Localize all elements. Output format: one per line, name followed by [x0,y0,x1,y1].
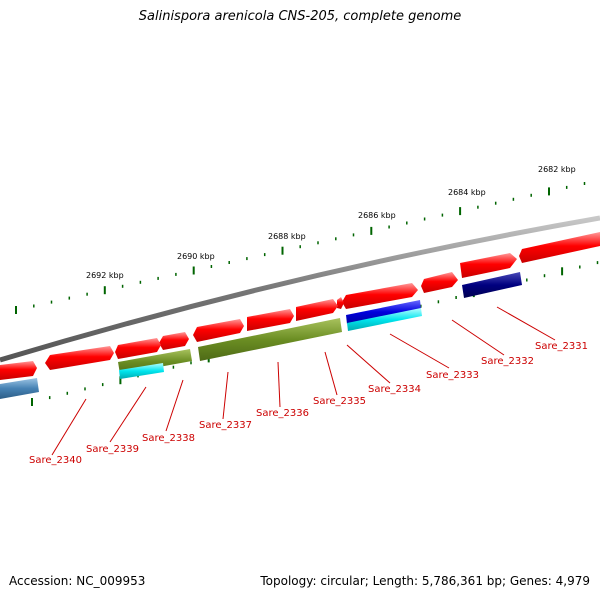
cds-arrow[interactable] [45,346,114,370]
scale-label-2688: 2688 kbp [268,232,306,241]
cds-arrow[interactable] [159,332,189,350]
leader-line [109,386,147,443]
gene-label-sare-2336[interactable]: Sare_2336 [256,408,309,419]
gene-label-sare-2338[interactable]: Sare_2338 [142,433,195,444]
scale-label-2686: 2686 kbp [358,211,396,220]
gene-label-sare-2334[interactable]: Sare_2334 [368,384,421,395]
leader-line [451,319,505,356]
leader-line [389,333,450,369]
gene-labels: Sare_2331 Sare_2332 Sare_2333 Sare_2334 … [29,341,588,466]
scale-labels: 2682 kbp 2684 kbp 2686 kbp 2688 kbp 2690… [86,165,576,280]
feature-cyan[interactable] [347,308,422,331]
scale-label-2690: 2690 kbp [177,252,215,261]
scale-label-2684: 2684 kbp [448,188,486,197]
cds-arrow[interactable] [296,299,338,321]
accession-text: Accession: NC_009953 [9,574,146,588]
reverse-feature-track [0,272,522,399]
gene-label-sare-2335[interactable]: Sare_2335 [313,396,366,407]
gene-label-sare-2332[interactable]: Sare_2332 [481,356,534,367]
leader-line [222,371,229,420]
feature-olive[interactable] [198,318,342,361]
cds-arrow[interactable] [460,253,517,278]
forward-cds-track [0,232,600,380]
gene-label-sare-2339[interactable]: Sare_2339 [86,444,139,455]
cds-arrow[interactable] [0,361,37,380]
scale-label-2692: 2692 kbp [86,271,124,280]
gene-label-sare-2337[interactable]: Sare_2337 [199,420,252,431]
cds-arrow[interactable] [337,297,344,309]
gene-label-sare-2333[interactable]: Sare_2333 [426,370,479,381]
cds-arrow[interactable] [115,338,161,359]
cds-arrow[interactable] [519,232,600,263]
feature-cyan[interactable] [119,363,164,379]
leader-line [324,351,338,396]
leader-line [165,379,184,432]
label-leader-lines [51,306,556,456]
feature-blue[interactable] [346,300,421,324]
cds-arrow[interactable] [342,283,418,309]
cds-arrow[interactable] [247,309,294,331]
feature-navy[interactable] [462,272,522,298]
gene-label-sare-2340[interactable]: Sare_2340 [29,455,82,466]
gene-label-sare-2331[interactable]: Sare_2331 [535,341,588,352]
leader-line [346,344,391,384]
cds-arrow[interactable] [421,272,458,293]
feature-steel[interactable] [0,378,39,399]
genome-backbone [0,215,600,363]
cds-arrow[interactable] [193,319,244,342]
scale-label-2682: 2682 kbp [538,165,576,174]
leader-line [51,398,87,456]
leader-line [277,361,281,408]
leader-line [496,306,556,341]
outer-scale-ticks [15,182,586,314]
map-title: Salinispora arenicola CNS-205, complete … [138,9,462,24]
genome-summary-text: Topology: circular; Length: 5,786,361 bp… [260,574,590,588]
